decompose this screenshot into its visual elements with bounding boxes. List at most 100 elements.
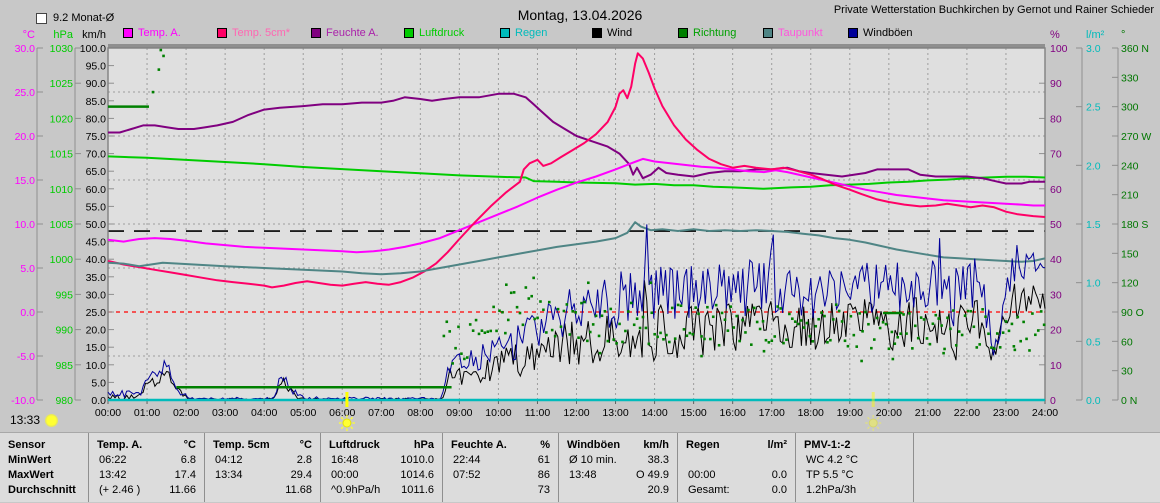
series-luftdruck <box>107 155 1046 190</box>
table-cell: 13:42 17.4 <box>89 468 204 483</box>
x-tick-label: 14:00 <box>641 407 667 419</box>
cell-value: 73 <box>537 484 550 496</box>
column-unit <box>905 438 913 453</box>
axis-tick-label: 55.0 <box>86 201 107 213</box>
axis-tick-label: 70 <box>1050 149 1062 161</box>
legend-item-temp-5cm[interactable]: Temp. 5cm* <box>217 27 290 39</box>
axis-tick-label: 95.0 <box>86 61 107 73</box>
axis-tick-label: 60 <box>1121 336 1133 348</box>
month-avg-checkbox[interactable] <box>36 12 47 24</box>
column-header: Temp. A. <box>97 439 143 451</box>
axis-tick-label: 100.0 <box>80 43 106 55</box>
cell-value <box>905 453 913 468</box>
axis-tick-label: 2.5 <box>1086 102 1101 114</box>
axis-tick-label: 1015 <box>50 149 74 161</box>
row-label-sensor: Sensor <box>8 439 46 451</box>
cell-time: 13:34 <box>215 469 243 481</box>
x-tick-label: 02:00 <box>173 407 199 419</box>
column-unit: hPa <box>413 439 434 451</box>
row-label-durchschnitt: Durchschnitt <box>8 484 76 496</box>
table-cell: 00:00 0.0 <box>678 468 795 483</box>
column-header: Temp. 5cm <box>213 439 270 451</box>
axis-tick-label: 25.0 <box>86 307 107 319</box>
cell-time <box>205 483 215 498</box>
table-cell: 11.68 <box>205 483 320 498</box>
x-tick-label: 08:00 <box>407 407 433 419</box>
axis-tick-label: 0.0 <box>20 307 35 319</box>
axis-tick-label: 35.0 <box>86 272 107 284</box>
cell-value: 38.3 <box>647 454 669 466</box>
axis-tick-label: 1.5 <box>1086 219 1101 231</box>
axis-tick-label: 60 <box>1050 184 1062 196</box>
series-temp-a <box>107 157 1045 254</box>
legend-label: Wind <box>607 27 633 39</box>
table-column-regen: Regen l/m² 00:00 0.0 Gesamt: 0.0 <box>677 433 795 502</box>
x-tick-label: 10:00 <box>485 407 511 419</box>
legend-item-regen[interactable]: Regen <box>500 27 547 39</box>
table-cell: ^0.9hPa/h 1011.6 <box>321 483 442 498</box>
x-tick-label: 03:00 <box>212 407 238 419</box>
column-header: PMV-1:-2 <box>804 439 851 451</box>
cell-time: 06:22 <box>99 454 127 466</box>
table-cell <box>678 453 795 468</box>
axis-tick-label: 1.0 <box>1086 278 1101 290</box>
legend-item-richtung[interactable]: Richtung <box>678 27 736 39</box>
cell-time: 13:48 <box>569 469 597 481</box>
cell-value: 1010.0 <box>400 454 434 466</box>
cell-value: 29.4 <box>290 469 312 481</box>
axis-tick-label: 80.0 <box>86 113 107 125</box>
axis-unit: l/m² <box>1086 29 1105 41</box>
table-column-pmv-1-2: PMV-1:-2 WC 4.2 °C TP 5.5 °C 1.2hPa/3h <box>795 433 913 502</box>
axis-tick-label: 300 <box>1121 102 1139 114</box>
axis-tick-label: -5.0 <box>17 351 35 363</box>
legend-swatch-luftdruck <box>404 28 414 38</box>
axis-tick-label: 25.0 <box>15 87 36 99</box>
legend-item-wind[interactable]: Wind <box>592 27 632 39</box>
x-tick-label: 18:00 <box>798 407 824 419</box>
axis-tick-label: 985 <box>55 360 73 372</box>
axis-tick-label: 10 <box>1050 360 1062 372</box>
legend-label: Feuchte A. <box>326 27 379 39</box>
x-tick-label: 12:00 <box>563 407 589 419</box>
legend-item-temp-a[interactable]: Temp. A. <box>123 27 181 39</box>
cell-time: TP 5.5 °C <box>806 469 854 481</box>
table-column-luftdruck: Luftdruck hPa 16:48 1010.0 00:00 1014.6 ^0.9hP… <box>320 433 442 502</box>
legend-item-feuchte-a[interactable]: Feuchte A. <box>311 27 379 39</box>
axis-tick-label: 90 <box>1050 78 1062 90</box>
weather-chart: °C 30.0 25.0 20.0 15.0 10.0 5.0 0.0 -5.0 -10.0 hPa… <box>11 29 1151 431</box>
x-tick-label: 06:00 <box>329 407 355 419</box>
cell-value: 0.0 <box>771 469 787 481</box>
axis-tick-label: 3.0 <box>1086 43 1101 55</box>
legend-label: Windböen <box>863 27 913 39</box>
cell-time: 16:48 <box>331 454 359 466</box>
legend-item-luftdruck[interactable]: Luftdruck <box>404 27 464 39</box>
table-cell: 07:52 86 <box>443 468 558 483</box>
column-header: Feuchte A. <box>451 439 507 451</box>
axis-tick-label: 30 <box>1121 366 1133 378</box>
legend-swatch-temp-a <box>123 28 133 38</box>
cell-value: 86 <box>537 469 550 481</box>
series-feuchte-a <box>108 92 1045 185</box>
sunset-marker <box>865 392 882 431</box>
axis-tick-label: 40.0 <box>86 254 107 266</box>
table-cell: (+ 2.46 ) 11.66 <box>89 483 204 498</box>
column-unit: % <box>540 439 550 451</box>
legend-item-windb-en[interactable]: Windböen <box>848 27 913 39</box>
table-column-temp-5cm: Temp. 5cm °C 04:12 2.8 13:34 29.4 11.68 <box>204 433 320 502</box>
series-richtung <box>108 48 1046 389</box>
x-tick-label: 00:00 <box>95 407 121 419</box>
axis-tick-label: 1010 <box>50 184 74 196</box>
axis-tick-label: 90 O <box>1121 307 1144 319</box>
axis-tick-label: 980 <box>55 395 73 407</box>
axis-tick-label: 15.0 <box>15 175 36 187</box>
cell-time: 13:42 <box>99 469 127 481</box>
plot-top-bar <box>108 44 1045 48</box>
axis-tick-label: 20.0 <box>15 131 36 143</box>
axis-tick-label: 180 S <box>1121 219 1148 231</box>
cell-time: 00:00 <box>688 469 716 481</box>
sun-icon <box>45 413 59 427</box>
stats-table: Sensor MinWert MaxWert Durchschnitt Temp. A.… <box>0 432 1160 502</box>
legend-item-taupunkt[interactable]: Taupunkt <box>763 27 823 39</box>
x-tick-label: 15:00 <box>680 407 706 419</box>
table-cell: 1.2hPa/3h <box>796 483 913 498</box>
